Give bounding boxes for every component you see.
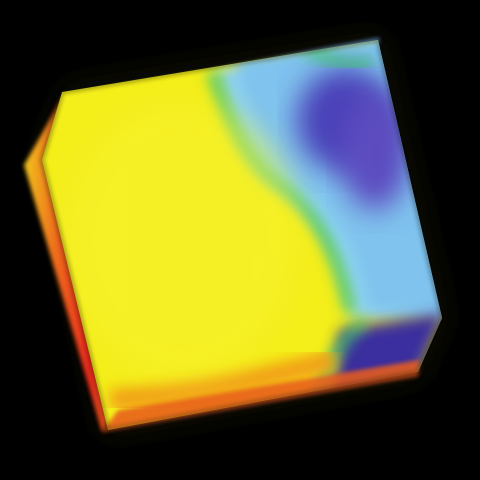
bottom-face — [102, 360, 420, 432]
